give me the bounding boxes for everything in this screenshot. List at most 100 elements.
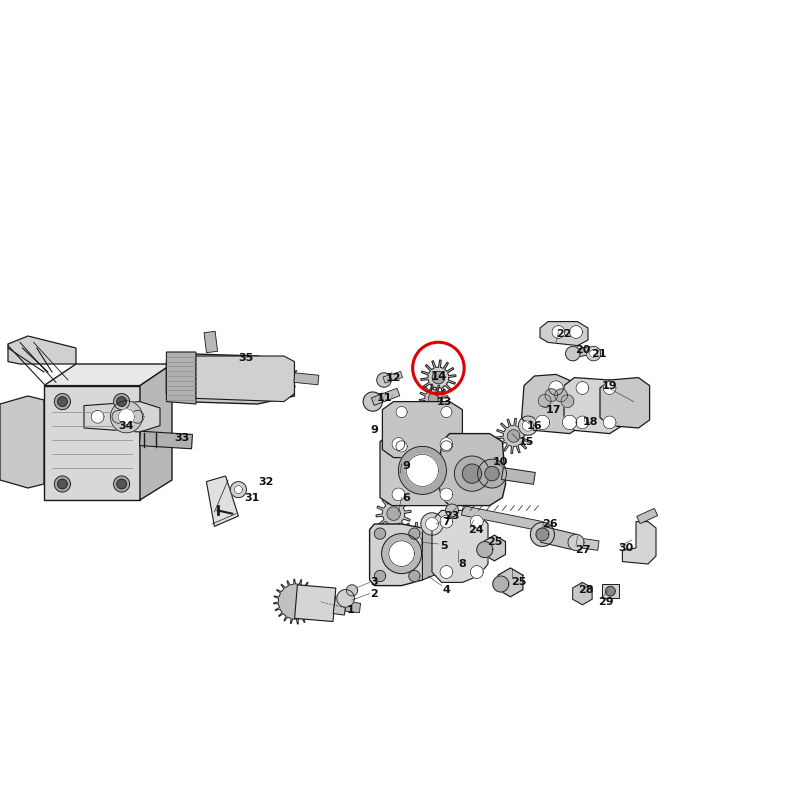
Text: 9: 9 xyxy=(370,426,378,435)
Polygon shape xyxy=(91,410,104,423)
Polygon shape xyxy=(392,438,405,450)
Text: 14: 14 xyxy=(430,370,446,382)
Polygon shape xyxy=(54,476,70,492)
Polygon shape xyxy=(382,402,462,458)
Polygon shape xyxy=(545,389,558,402)
Polygon shape xyxy=(117,479,126,489)
Text: 7: 7 xyxy=(442,517,450,526)
Polygon shape xyxy=(363,392,382,411)
Polygon shape xyxy=(383,371,402,383)
Polygon shape xyxy=(535,415,550,430)
Polygon shape xyxy=(270,363,298,392)
Polygon shape xyxy=(337,590,354,607)
Polygon shape xyxy=(538,394,551,407)
Text: 10: 10 xyxy=(492,458,508,467)
Polygon shape xyxy=(370,524,428,586)
Polygon shape xyxy=(522,374,584,434)
Polygon shape xyxy=(496,418,531,454)
Polygon shape xyxy=(564,378,622,434)
Polygon shape xyxy=(507,430,520,442)
Polygon shape xyxy=(600,378,650,428)
Polygon shape xyxy=(377,373,391,387)
Polygon shape xyxy=(440,488,453,501)
FancyBboxPatch shape xyxy=(602,584,619,598)
Polygon shape xyxy=(536,528,549,541)
Polygon shape xyxy=(398,446,446,494)
Text: 4: 4 xyxy=(442,586,450,595)
Polygon shape xyxy=(114,476,130,492)
Text: 1: 1 xyxy=(346,605,354,614)
Text: 27: 27 xyxy=(574,546,590,555)
Polygon shape xyxy=(483,535,506,561)
Polygon shape xyxy=(432,510,488,582)
Text: 33: 33 xyxy=(174,434,190,443)
Text: 5: 5 xyxy=(440,541,448,550)
Polygon shape xyxy=(114,394,130,410)
Text: 13: 13 xyxy=(436,397,452,406)
Polygon shape xyxy=(574,346,591,358)
Polygon shape xyxy=(570,326,582,338)
Text: 30: 30 xyxy=(618,543,634,553)
Polygon shape xyxy=(376,496,411,531)
Polygon shape xyxy=(0,396,44,488)
Polygon shape xyxy=(441,441,452,452)
Text: 15: 15 xyxy=(518,437,534,446)
Polygon shape xyxy=(470,566,483,578)
Polygon shape xyxy=(573,582,592,605)
Text: 6: 6 xyxy=(402,493,410,502)
Polygon shape xyxy=(477,542,493,558)
Polygon shape xyxy=(522,420,534,431)
Polygon shape xyxy=(206,476,238,526)
Polygon shape xyxy=(428,393,439,404)
Text: 28: 28 xyxy=(578,586,594,595)
Polygon shape xyxy=(541,526,578,550)
Text: 23: 23 xyxy=(444,511,460,521)
Polygon shape xyxy=(8,336,76,364)
Polygon shape xyxy=(44,364,172,386)
Polygon shape xyxy=(371,388,400,406)
Text: 32: 32 xyxy=(258,477,274,486)
Polygon shape xyxy=(590,350,598,358)
Polygon shape xyxy=(374,528,386,539)
Polygon shape xyxy=(549,381,563,395)
Polygon shape xyxy=(380,434,462,506)
Polygon shape xyxy=(454,456,490,491)
Polygon shape xyxy=(606,586,615,596)
Polygon shape xyxy=(518,416,538,435)
Polygon shape xyxy=(438,434,506,506)
Text: 26: 26 xyxy=(542,519,558,529)
Polygon shape xyxy=(333,596,347,615)
Polygon shape xyxy=(396,441,407,452)
Polygon shape xyxy=(426,518,438,530)
Polygon shape xyxy=(462,464,482,483)
Polygon shape xyxy=(422,528,436,580)
Polygon shape xyxy=(58,397,67,406)
Polygon shape xyxy=(234,486,242,494)
Polygon shape xyxy=(446,504,458,517)
Polygon shape xyxy=(58,479,67,489)
Polygon shape xyxy=(409,528,420,539)
Text: 29: 29 xyxy=(598,597,614,606)
Text: 17: 17 xyxy=(546,405,562,414)
Polygon shape xyxy=(406,534,422,550)
Polygon shape xyxy=(440,515,453,528)
Polygon shape xyxy=(440,438,453,450)
Text: 19: 19 xyxy=(602,381,618,390)
Polygon shape xyxy=(561,394,574,407)
Polygon shape xyxy=(112,410,125,423)
Polygon shape xyxy=(392,488,405,501)
Polygon shape xyxy=(576,382,589,394)
Polygon shape xyxy=(140,364,172,500)
Polygon shape xyxy=(498,568,523,597)
Text: 9: 9 xyxy=(402,461,410,470)
Text: 11: 11 xyxy=(376,394,392,403)
Polygon shape xyxy=(603,382,616,394)
Text: 31: 31 xyxy=(244,493,260,502)
Polygon shape xyxy=(382,534,422,574)
Polygon shape xyxy=(387,507,400,520)
Text: 21: 21 xyxy=(590,349,606,358)
Polygon shape xyxy=(374,570,386,582)
Text: 2: 2 xyxy=(370,589,378,598)
Polygon shape xyxy=(54,394,70,410)
Polygon shape xyxy=(575,538,599,550)
